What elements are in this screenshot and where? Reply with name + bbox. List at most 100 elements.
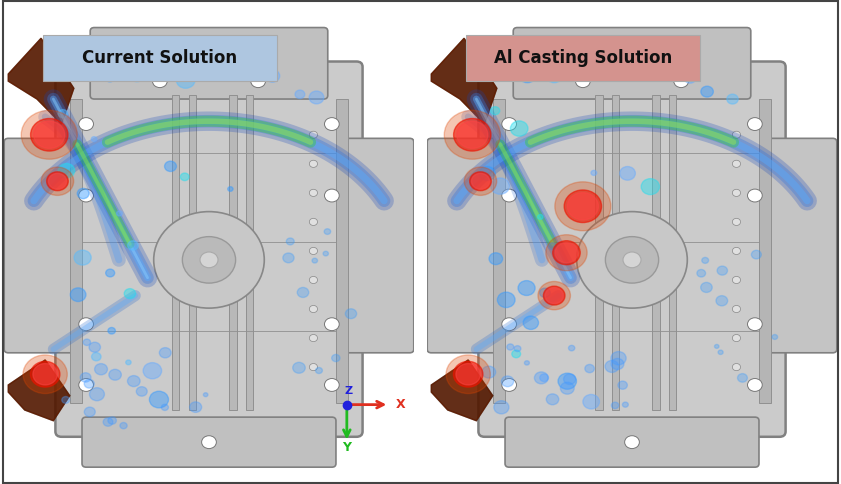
Polygon shape bbox=[8, 360, 70, 421]
Circle shape bbox=[325, 318, 339, 331]
Bar bbox=[595, 95, 602, 410]
Circle shape bbox=[71, 288, 86, 302]
Circle shape bbox=[49, 173, 66, 189]
Circle shape bbox=[733, 363, 741, 371]
Polygon shape bbox=[8, 38, 74, 124]
Circle shape bbox=[501, 376, 514, 387]
Circle shape bbox=[117, 211, 123, 216]
Circle shape bbox=[446, 355, 490, 393]
Circle shape bbox=[733, 276, 741, 284]
Circle shape bbox=[577, 212, 687, 308]
Circle shape bbox=[733, 334, 741, 342]
Circle shape bbox=[733, 189, 741, 197]
Circle shape bbox=[688, 48, 699, 57]
Circle shape bbox=[627, 48, 637, 57]
Circle shape bbox=[546, 68, 563, 83]
FancyBboxPatch shape bbox=[763, 138, 837, 353]
Circle shape bbox=[469, 172, 491, 191]
Text: Z: Z bbox=[344, 386, 352, 396]
Circle shape bbox=[189, 402, 202, 412]
Circle shape bbox=[514, 346, 521, 351]
Text: Al Casting Solution: Al Casting Solution bbox=[494, 49, 672, 67]
Circle shape bbox=[128, 241, 138, 250]
Circle shape bbox=[30, 119, 68, 151]
Circle shape bbox=[548, 243, 556, 250]
FancyBboxPatch shape bbox=[56, 61, 362, 437]
Circle shape bbox=[591, 170, 597, 175]
Circle shape bbox=[346, 309, 357, 318]
Circle shape bbox=[716, 296, 727, 306]
Circle shape bbox=[283, 253, 294, 263]
Circle shape bbox=[143, 363, 161, 379]
Polygon shape bbox=[431, 38, 497, 124]
Circle shape bbox=[457, 121, 488, 149]
Circle shape bbox=[165, 161, 177, 171]
Circle shape bbox=[74, 250, 91, 265]
Circle shape bbox=[108, 417, 116, 424]
Circle shape bbox=[309, 305, 318, 313]
Circle shape bbox=[309, 91, 324, 104]
Circle shape bbox=[92, 136, 97, 141]
FancyBboxPatch shape bbox=[427, 138, 501, 353]
Circle shape bbox=[204, 48, 214, 57]
Circle shape bbox=[553, 241, 580, 265]
Circle shape bbox=[518, 67, 537, 83]
Circle shape bbox=[58, 109, 67, 118]
Circle shape bbox=[108, 328, 115, 334]
Circle shape bbox=[620, 166, 635, 180]
Circle shape bbox=[46, 172, 68, 191]
Circle shape bbox=[565, 48, 576, 57]
Circle shape bbox=[697, 270, 706, 277]
Circle shape bbox=[502, 318, 516, 331]
Circle shape bbox=[733, 305, 741, 313]
Circle shape bbox=[518, 281, 535, 296]
Circle shape bbox=[546, 235, 587, 271]
Circle shape bbox=[611, 359, 624, 370]
Circle shape bbox=[684, 73, 696, 83]
Circle shape bbox=[79, 378, 93, 392]
Circle shape bbox=[558, 373, 576, 389]
Circle shape bbox=[701, 282, 712, 292]
Circle shape bbox=[718, 350, 723, 354]
Circle shape bbox=[497, 292, 515, 307]
Circle shape bbox=[555, 242, 578, 263]
Circle shape bbox=[748, 378, 762, 392]
Circle shape bbox=[297, 287, 309, 298]
Circle shape bbox=[507, 344, 514, 350]
Circle shape bbox=[161, 404, 168, 410]
Circle shape bbox=[583, 65, 596, 76]
Circle shape bbox=[568, 193, 599, 220]
Circle shape bbox=[325, 189, 339, 202]
Circle shape bbox=[701, 86, 713, 97]
Circle shape bbox=[523, 316, 538, 330]
FancyBboxPatch shape bbox=[340, 138, 414, 353]
Circle shape bbox=[79, 118, 93, 131]
Circle shape bbox=[309, 247, 318, 255]
Circle shape bbox=[293, 363, 305, 373]
Circle shape bbox=[717, 266, 727, 275]
Circle shape bbox=[510, 121, 528, 136]
Circle shape bbox=[575, 75, 590, 88]
Circle shape bbox=[733, 131, 741, 138]
Circle shape bbox=[525, 361, 529, 365]
Circle shape bbox=[605, 361, 619, 372]
Circle shape bbox=[618, 381, 627, 389]
Polygon shape bbox=[8, 360, 70, 421]
Circle shape bbox=[309, 218, 318, 226]
Circle shape bbox=[92, 352, 101, 361]
Circle shape bbox=[748, 118, 762, 131]
Circle shape bbox=[583, 394, 600, 409]
FancyBboxPatch shape bbox=[505, 417, 759, 467]
Circle shape bbox=[479, 166, 495, 181]
Circle shape bbox=[727, 94, 738, 104]
Circle shape bbox=[748, 189, 762, 202]
Circle shape bbox=[124, 288, 135, 299]
Circle shape bbox=[128, 376, 140, 387]
Circle shape bbox=[641, 179, 659, 195]
Circle shape bbox=[540, 288, 550, 297]
Circle shape bbox=[89, 342, 100, 352]
Circle shape bbox=[490, 106, 500, 115]
Text: X: X bbox=[395, 398, 405, 411]
Circle shape bbox=[77, 188, 89, 198]
Circle shape bbox=[611, 402, 619, 408]
